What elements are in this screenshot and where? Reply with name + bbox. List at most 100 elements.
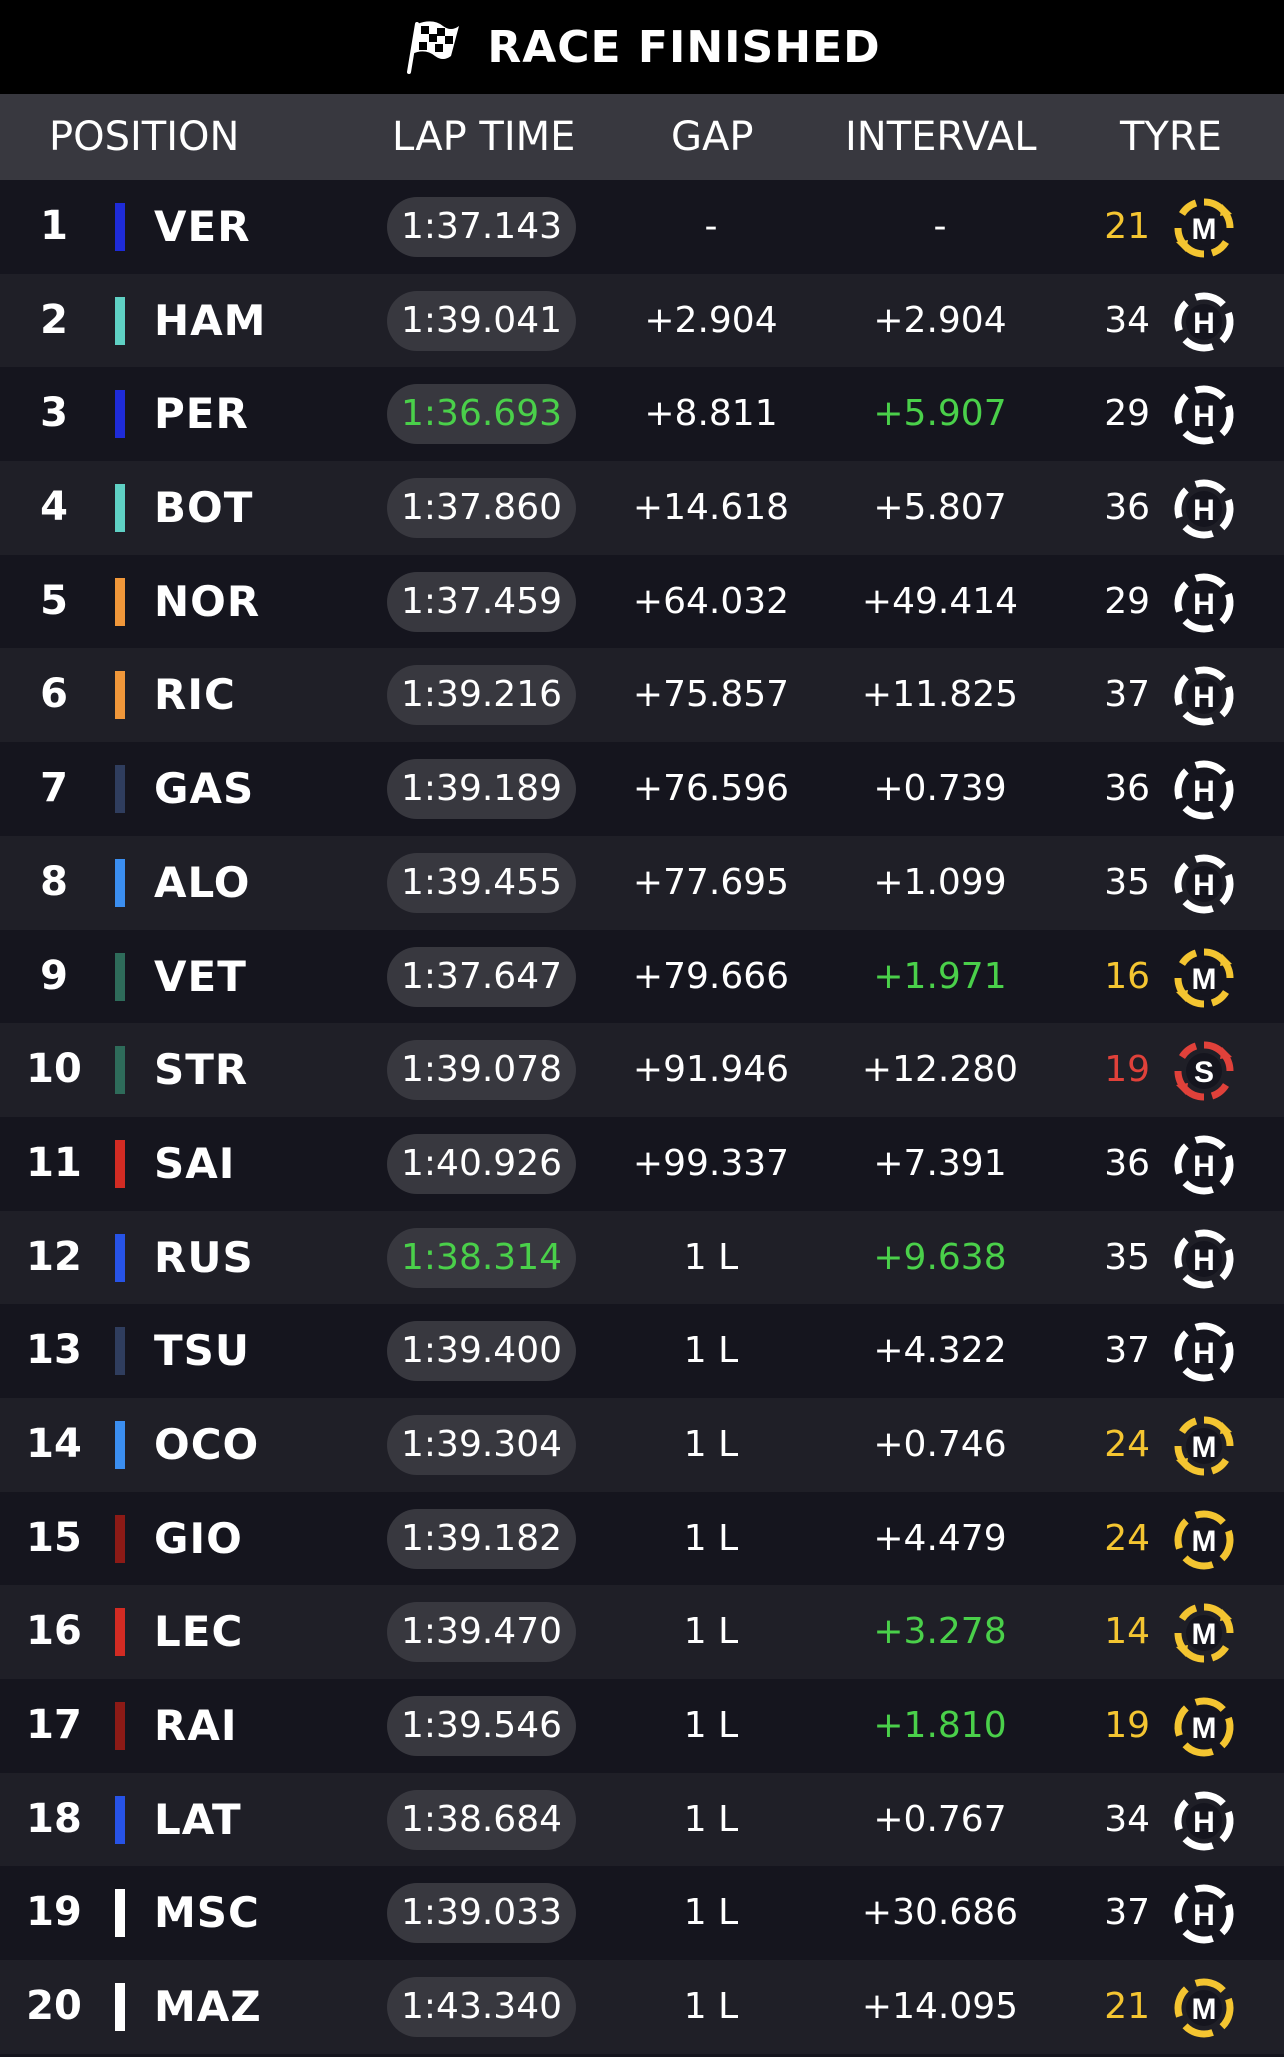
- page-title: RACE FINISHED: [487, 21, 881, 73]
- interval-value: +5.807: [873, 487, 1007, 529]
- driver-code: RUS: [154, 1232, 254, 1282]
- table-row[interactable]: 16 LEC 1:39.470 1 L +3.278 14 M: [0, 1585, 1284, 1679]
- table-row[interactable]: 2 HAM 1:39.041 +2.904 +2.904 34 H: [0, 273, 1284, 368]
- tyre-laps: 35: [1104, 1236, 1150, 1278]
- tyre-laps: 29: [1104, 580, 1150, 622]
- team-color-bar: [115, 1327, 125, 1376]
- tyre-hard-icon: H: [1172, 1133, 1236, 1197]
- svg-text:H: H: [1193, 775, 1215, 808]
- team-color-bar: [115, 952, 125, 1001]
- position-number: 10: [26, 1046, 82, 1093]
- team-color-bar: [115, 1420, 125, 1469]
- table-row[interactable]: 12 RUS 1:38.314 1 L +9.638 35 H: [0, 1210, 1284, 1305]
- table-row[interactable]: 17 RAI 1:39.546 1 L +1.810 19 M: [0, 1679, 1284, 1773]
- svg-text:H: H: [1193, 400, 1215, 433]
- svg-text:H: H: [1193, 494, 1215, 527]
- gap-value: +76.596: [632, 768, 790, 810]
- table-row[interactable]: 11 SAI 1:40.926 +99.337 +7.391 36 H: [0, 1116, 1284, 1211]
- table-row[interactable]: 19 MSC 1:39.033 1 L +30.686 37 H: [0, 1866, 1284, 1961]
- team-color-bar: [115, 1233, 125, 1282]
- gap-value: 1 L: [683, 1423, 739, 1465]
- gap-value: +2.904: [644, 299, 778, 341]
- driver-code: GIO: [154, 1513, 243, 1563]
- table-row[interactable]: 18 LAT 1:38.684 1 L +0.767 34 H: [0, 1772, 1284, 1867]
- header-tyre: TYRE: [1120, 114, 1222, 160]
- svg-text:H: H: [1193, 1806, 1215, 1839]
- position-number: 6: [40, 671, 68, 718]
- gap-value: -: [704, 206, 718, 247]
- svg-text:M: M: [1192, 1712, 1217, 1745]
- tyre-medium-icon: M: [1172, 1976, 1236, 2040]
- interval-value: +0.767: [873, 1798, 1007, 1840]
- lap-time: 1:39.182: [387, 1508, 576, 1569]
- svg-text:M: M: [1192, 1993, 1217, 2026]
- header-interval: INTERVAL: [845, 114, 1037, 160]
- lap-time: 1:39.546: [387, 1696, 576, 1756]
- lap-time: 1:39.078: [387, 1040, 576, 1101]
- position-number: 3: [40, 390, 68, 437]
- interval-value: -: [933, 206, 947, 247]
- driver-code: OCO: [154, 1419, 260, 1469]
- table-row[interactable]: 10 STR 1:39.078 +91.946 +12.280 19 S: [0, 1023, 1284, 1117]
- svg-text:H: H: [1193, 869, 1215, 902]
- team-color-bar: [115, 858, 125, 907]
- position-number: 5: [40, 577, 68, 624]
- tyre-medium-icon: M: [1172, 1508, 1236, 1572]
- team-color-bar: [115, 1795, 125, 1844]
- tyre-medium-icon: M: [1172, 1414, 1236, 1478]
- table-row[interactable]: 14 OCO 1:39.304 1 L +0.746 24 M: [0, 1397, 1284, 1492]
- gap-value: 1 L: [683, 1611, 739, 1653]
- svg-text:M: M: [1192, 1431, 1217, 1464]
- tyre-laps: 34: [1104, 1798, 1150, 1840]
- gap-value: 1 L: [683, 1798, 739, 1840]
- interval-value: +1.971: [873, 955, 1007, 997]
- table-row[interactable]: 3 PER 1:36.693 +8.811 +5.907 29 H: [0, 367, 1284, 462]
- gap-value: 1 L: [683, 1236, 739, 1278]
- tyre-laps: 14: [1104, 1611, 1150, 1653]
- tyre-hard-icon: H: [1172, 290, 1236, 354]
- tyre-laps: 36: [1104, 1142, 1150, 1184]
- table-row[interactable]: 5 NOR 1:37.459 +64.032 +49.414 29 H: [0, 554, 1284, 649]
- table-row[interactable]: 9 VET 1:37.647 +79.666 +1.971 16 M: [0, 929, 1284, 1024]
- tyre-hard-icon: H: [1172, 664, 1236, 728]
- position-number: 20: [26, 1983, 82, 2030]
- header-position: POSITION: [49, 114, 240, 160]
- table-row[interactable]: 1 VER 1:37.143 - - 21 M: [0, 180, 1284, 274]
- table-row[interactable]: 4 BOT 1:37.860 +14.618 +5.807 36 H: [0, 461, 1284, 555]
- lap-time: 1:39.189: [387, 759, 576, 820]
- lap-time: 1:37.860: [387, 478, 576, 539]
- team-color-bar: [115, 484, 125, 533]
- table-row[interactable]: 7 GAS 1:39.189 +76.596 +0.739 36 H: [0, 742, 1284, 836]
- interval-value: +11.825: [861, 674, 1019, 716]
- lap-time: 1:37.459: [387, 571, 576, 632]
- position-number: 15: [26, 1514, 82, 1561]
- team-color-bar: [115, 390, 125, 439]
- header-lap-time: LAP TIME: [392, 114, 576, 160]
- table-row[interactable]: 20 MAZ 1:43.340 1 L +14.095 21 M: [0, 1960, 1284, 2054]
- tyre-hard-icon: H: [1172, 852, 1236, 916]
- interval-value: +9.638: [873, 1236, 1007, 1278]
- position-number: 8: [40, 858, 68, 905]
- table-row[interactable]: 13 TSU 1:39.400 1 L +4.322 37 H: [0, 1304, 1284, 1398]
- tyre-laps: 29: [1104, 393, 1150, 435]
- table-row[interactable]: 6 RIC 1:39.216 +75.857 +11.825 37 H: [0, 648, 1284, 743]
- driver-code: RIC: [154, 670, 236, 720]
- team-color-bar: [115, 296, 125, 345]
- position-number: 2: [40, 296, 68, 343]
- table-row[interactable]: 8 ALO 1:39.455 +77.695 +1.099 35 H: [0, 835, 1284, 930]
- tyre-medium-icon: M: [1172, 946, 1236, 1010]
- position-number: 18: [26, 1795, 82, 1842]
- position-number: 9: [40, 952, 68, 999]
- driver-code: STR: [154, 1045, 249, 1095]
- lap-time: 1:37.647: [387, 946, 576, 1007]
- interval-value: +0.739: [873, 768, 1007, 810]
- table-row[interactable]: 15 GIO 1:39.182 1 L +4.479 24 M: [0, 1491, 1284, 1586]
- team-color-bar: [115, 203, 125, 251]
- driver-code: HAM: [154, 295, 267, 345]
- position-number: 11: [26, 1139, 82, 1186]
- lap-time: 1:40.926: [387, 1133, 576, 1194]
- tyre-hard-icon: H: [1172, 1882, 1236, 1946]
- tyre-laps: 34: [1104, 299, 1150, 341]
- interval-value: +2.904: [873, 299, 1007, 341]
- gap-value: 1 L: [683, 1330, 739, 1372]
